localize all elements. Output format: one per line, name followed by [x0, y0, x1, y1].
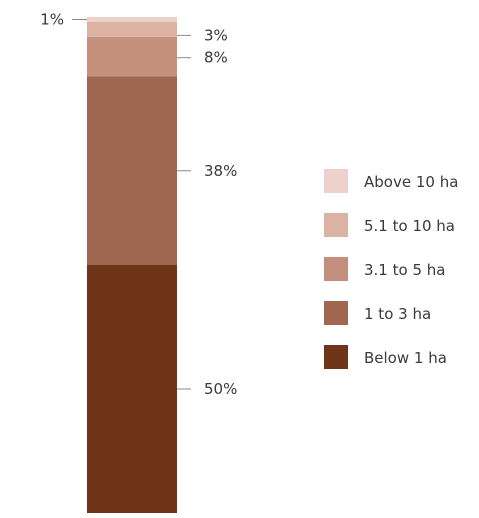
legend-swatch-below-1-ha: [324, 345, 348, 369]
bar-segment-5-1-to-10-ha: [87, 21, 177, 37]
legend-label-above-10-ha: Above 10 ha: [364, 173, 458, 191]
legend-item-1-to-3-ha: 1 to 3 ha: [324, 301, 431, 325]
legend-swatch-1-to-3-ha: [324, 301, 348, 325]
legend-item-3-1-to-5-ha: 3.1 to 5 ha: [324, 257, 445, 281]
legend-label-below-1-ha: Below 1 ha: [364, 349, 447, 367]
legend-item-above-10-ha: Above 10 ha: [324, 169, 458, 193]
legend: Above 10 ha 5.1 to 10 ha 3.1 to 5 ha 1 to 3…: [324, 169, 458, 369]
bar-segment-above-10-ha: [87, 17, 177, 22]
legend-swatch-3-1-to-5-ha: [324, 257, 348, 281]
legend-label-1-to-3-ha: 1 to 3 ha: [364, 305, 431, 323]
legend-item-5-1-to-10-ha: 5.1 to 10 ha: [324, 213, 455, 237]
data-label-below-1-ha: 50%: [204, 380, 237, 398]
data-label-3-1-to-5-ha: 8%: [204, 49, 228, 67]
legend-item-below-1-ha: Below 1 ha: [324, 345, 447, 369]
bar-segment-1-to-3-ha: [87, 76, 177, 266]
legend-swatch-above-10-ha: [324, 169, 348, 193]
data-label-above-10-ha: 1%: [40, 10, 64, 28]
data-label-1-to-3-ha: 38%: [204, 162, 237, 180]
legend-label-3-1-to-5-ha: 3.1 to 5 ha: [364, 261, 445, 279]
legend-swatch-5-1-to-10-ha: [324, 213, 348, 237]
legend-label-5-1-to-10-ha: 5.1 to 10 ha: [364, 217, 455, 235]
data-label-5-1-to-10-ha: 3%: [204, 26, 228, 44]
bar-segments: [87, 17, 177, 513]
data-labels: 50% 38% 8% 3% 1%: [40, 10, 237, 398]
bar-segment-below-1-ha: [87, 265, 177, 513]
bar-segment-3-1-to-5-ha: [87, 36, 177, 77]
